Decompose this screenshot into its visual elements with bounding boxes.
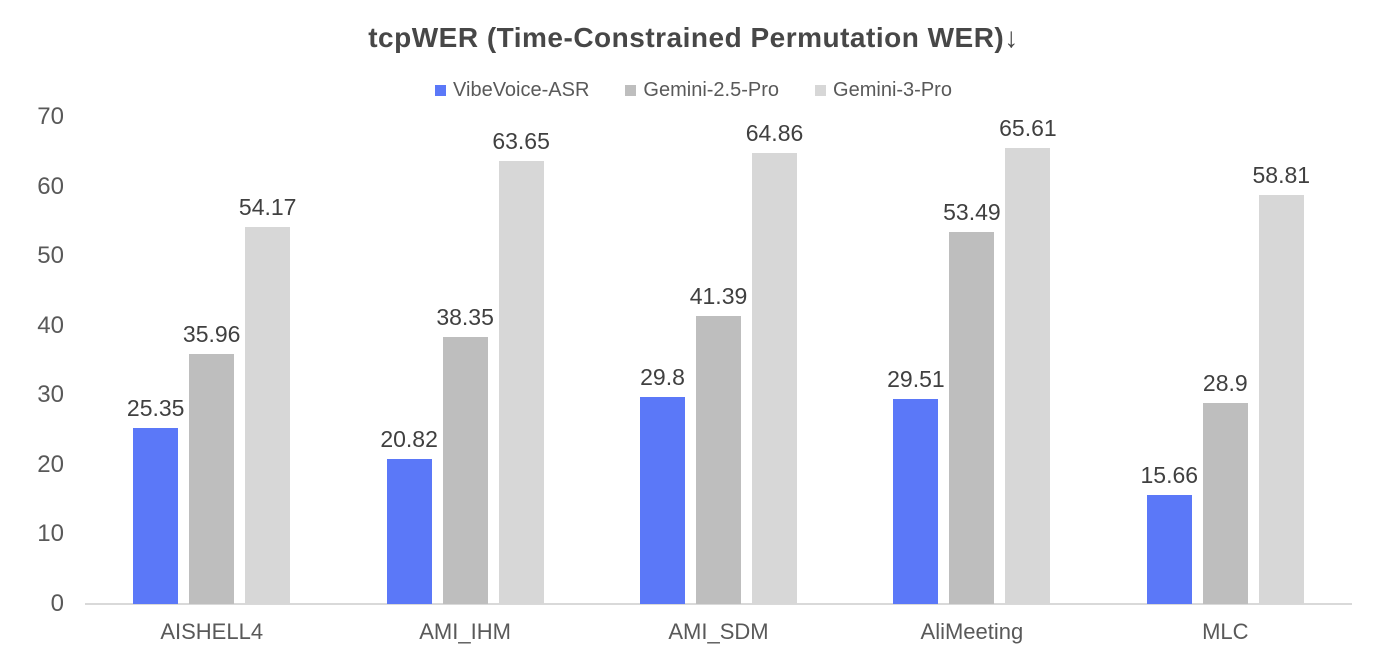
legend-label-gemini-2-5-pro: Gemini-2.5-Pro: [643, 79, 780, 101]
bar-value-label: 63.65: [492, 128, 550, 155]
bar: [1005, 147, 1051, 604]
bar: [1258, 194, 1304, 604]
y-axis-tick-label: 60: [37, 172, 64, 200]
legend-item-vibevoice-asr: VibeVoice-ASR: [435, 79, 589, 102]
bar: [189, 353, 235, 604]
bar-value-label: 29.8: [640, 363, 685, 390]
bar: [133, 427, 179, 604]
y-axis-tick-label: 70: [37, 103, 64, 130]
legend-swatch-gemini-2-5-pro: [625, 85, 637, 96]
bar-value-label: 38.35: [436, 304, 494, 331]
bar: [1202, 402, 1248, 604]
bar-value-label: 64.86: [745, 119, 804, 146]
x-axis-category-label: AMI_IHM: [419, 619, 511, 644]
bar: [245, 227, 291, 604]
bar: [696, 316, 741, 604]
bar: [1146, 495, 1192, 604]
bar-value-label: 65.61: [999, 114, 1057, 141]
x-axis-category-label: AMI_SDM: [668, 619, 769, 644]
bar-value-label: 25.35: [126, 394, 185, 421]
bar-value-label: 29.51: [887, 365, 945, 392]
bar: [752, 152, 797, 604]
legend-swatch-vibevoice-asr: [435, 85, 447, 96]
x-axis-category-label: MLC: [1202, 619, 1249, 644]
bar: [442, 337, 488, 604]
y-axis-tick-label: 30: [37, 381, 64, 409]
legend-item-gemini-2-5-pro: Gemini-2.5-Pro: [625, 79, 779, 102]
bar-value-label: 53.49: [943, 198, 1001, 225]
bar-value-label: 35.96: [182, 320, 241, 347]
legend-item-gemini-3-pro: Gemini-3-Pro: [815, 79, 952, 102]
bar: [949, 231, 995, 604]
y-axis-tick-label: 0: [50, 590, 64, 617]
y-axis-tick-label: 20: [37, 450, 64, 478]
bar-value-label: 28.9: [1202, 369, 1248, 396]
legend-label-vibevoice-asr: VibeVoice-ASR: [453, 79, 590, 101]
x-axis-category-label: AliMeeting: [920, 619, 1024, 644]
bar-value-label: 58.81: [1252, 161, 1311, 188]
chart-title: tcpWER (Time-Constrained Permutation WER…: [368, 22, 1019, 53]
bar: [386, 459, 432, 604]
bar-value-label: 54.17: [238, 194, 297, 221]
bar-value-label: 15.66: [1140, 462, 1199, 489]
bar-value-label: 20.82: [380, 426, 438, 453]
bar: [640, 396, 685, 604]
y-axis-tick-label: 10: [37, 520, 64, 548]
y-axis-tick-label: 50: [37, 242, 64, 270]
bar: [893, 398, 939, 604]
legend-label-gemini-3-pro: Gemini-3-Pro: [833, 79, 952, 101]
bar: [498, 161, 544, 604]
bar-value-label: 41.39: [689, 283, 748, 310]
y-axis-tick-label: 40: [37, 311, 64, 339]
legend-swatch-gemini-3-pro: [815, 85, 827, 96]
x-axis-category-label: AISHELL4: [160, 619, 264, 644]
x-axis-baseline: [85, 603, 1352, 605]
chart-legend: VibeVoice-ASR Gemini-2.5-Pro Gemini-3-Pr…: [0, 79, 1387, 102]
